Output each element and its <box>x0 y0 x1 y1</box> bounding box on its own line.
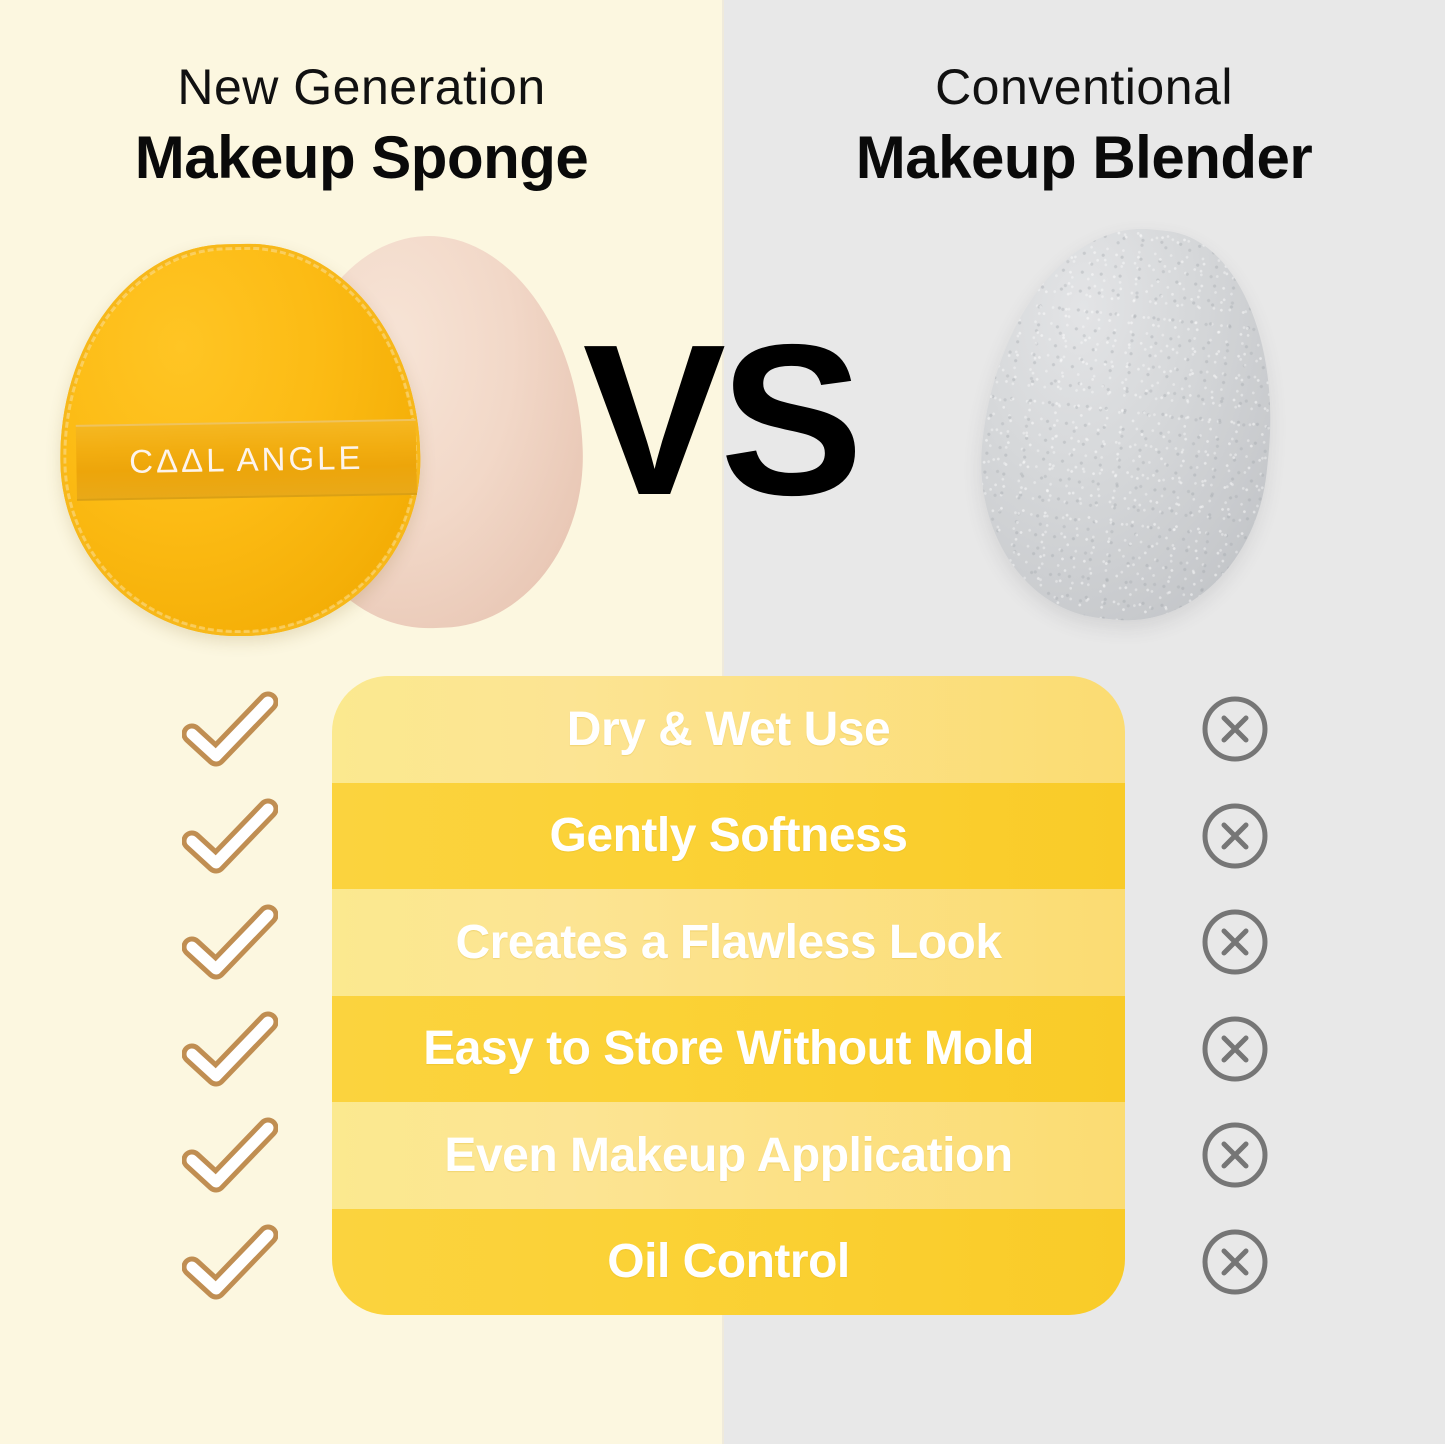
check-icon <box>170 889 290 996</box>
cross-icon-column <box>1180 676 1290 1315</box>
feature-row: Dry & Wet Use <box>332 676 1125 783</box>
feature-row: Oil Control <box>332 1208 1125 1315</box>
right-title: Makeup Blender <box>855 124 1313 191</box>
brand-ribbon-strap: CΔΔL ANGLE <box>75 418 417 501</box>
feature-label: Dry & Wet Use <box>566 702 891 756</box>
check-icon <box>170 1209 290 1316</box>
left-eyebrow: New Generation <box>177 59 546 115</box>
right-eyebrow: Conventional <box>935 59 1233 115</box>
feature-label: Gently Softness <box>549 809 908 863</box>
circled-x-icon <box>1180 1209 1290 1316</box>
check-icon <box>170 996 290 1103</box>
right-product-image <box>965 214 1291 634</box>
feature-row: Even Makeup Application <box>332 1102 1125 1209</box>
check-icon <box>170 1102 290 1209</box>
right-heading-block: Conventional Makeup Blender <box>723 58 1445 194</box>
brand-label: CΔΔL ANGLE <box>128 438 364 480</box>
gray-makeup-blender <box>965 214 1291 634</box>
check-icon-column <box>170 676 290 1315</box>
feature-row: Gently Softness <box>332 782 1125 889</box>
circled-x-icon <box>1180 783 1290 890</box>
feature-row: Easy to Store Without Mold <box>332 995 1125 1102</box>
feature-comparison-card: Dry & Wet Use Gently Softness Creates a Fl… <box>332 676 1125 1315</box>
feature-label: Creates a Flawless Look <box>455 915 1002 969</box>
left-product-image: CΔΔL ANGLE <box>52 222 589 662</box>
check-icon <box>170 676 290 783</box>
circled-x-icon <box>1180 1102 1290 1209</box>
feature-label: Oil Control <box>607 1235 850 1289</box>
feature-row: Creates a Flawless Look <box>332 889 1125 996</box>
circled-x-icon <box>1180 676 1290 783</box>
feature-label: Even Makeup Application <box>444 1128 1013 1182</box>
left-title: Makeup Sponge <box>134 124 589 191</box>
circled-x-icon <box>1180 996 1290 1103</box>
feature-label: Easy to Store Without Mold <box>423 1022 1034 1076</box>
circled-x-icon <box>1180 889 1290 996</box>
versus-label: VS <box>582 299 864 540</box>
check-icon <box>170 783 290 890</box>
left-heading-block: New Generation Makeup Sponge <box>0 58 723 194</box>
